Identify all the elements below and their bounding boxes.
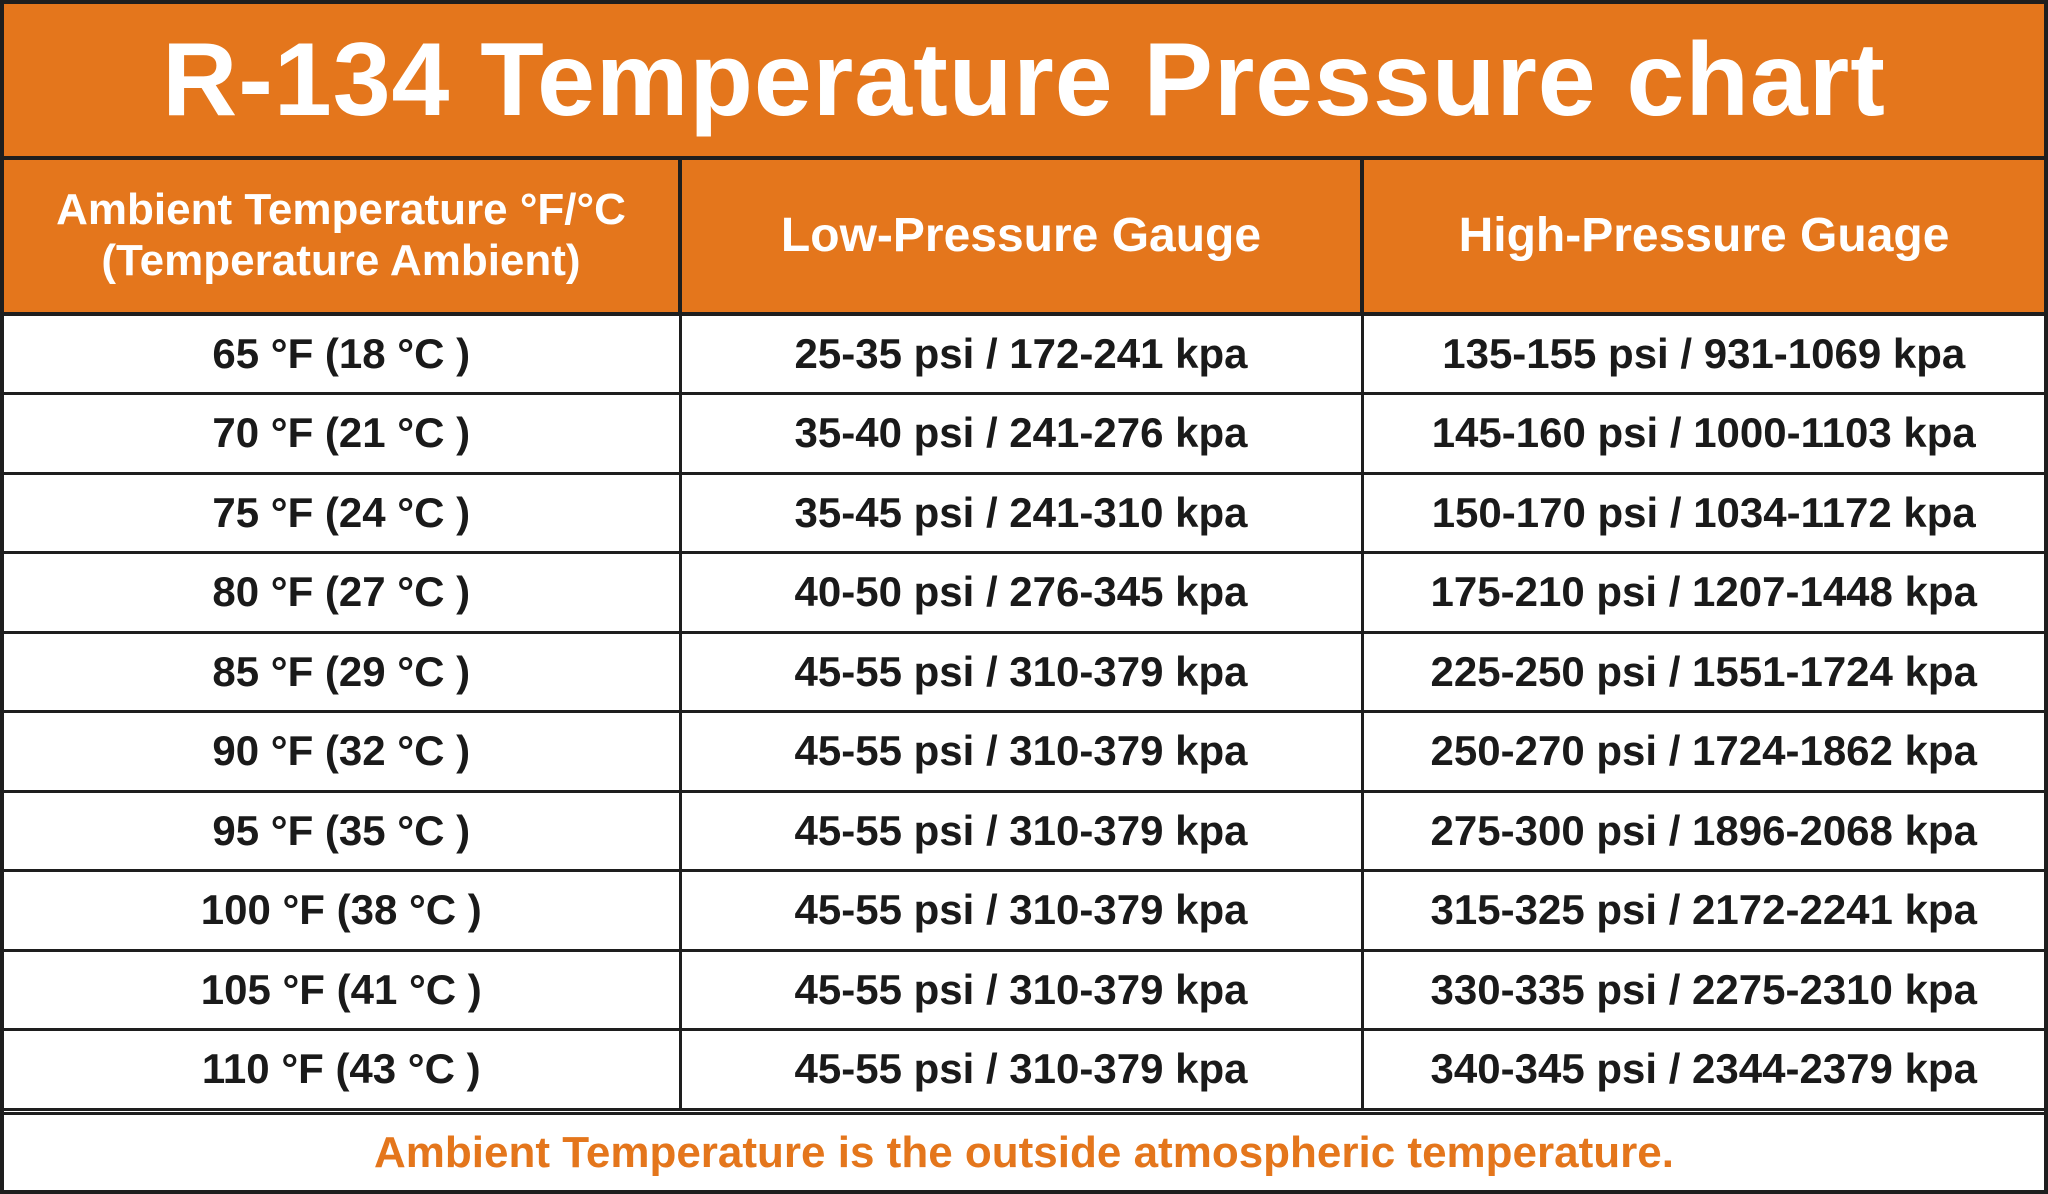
low-pressure-cell: 35-45 psi / 241-310 kpa (678, 471, 1364, 554)
low-pressure-cell: 40-50 psi / 276-345 kpa (678, 551, 1364, 634)
high-pressure-cell: 175-210 psi / 1207-1448 kpa (1360, 551, 2044, 634)
ambient-cell: 100 °F (38 °C ) (4, 869, 682, 952)
table-row: 65 °F (18 °C ) 25-35 psi / 172-241 kpa 135… (4, 312, 2044, 395)
high-pressure-cell: 340-345 psi / 2344-2379 kpa (1360, 1028, 2044, 1111)
table-row: 95 °F (35 °C ) 45-55 psi / 310-379 kpa 275… (4, 789, 2044, 872)
ambient-header-line2: (Temperature Ambient) (101, 236, 581, 285)
table-row: 85 °F (29 °C ) 45-55 psi / 310-379 kpa 225… (4, 630, 2044, 713)
low-pressure-cell: 45-55 psi / 310-379 kpa (678, 789, 1364, 872)
high-pressure-cell: 225-250 psi / 1551-1724 kpa (1360, 630, 2044, 713)
footer-note: Ambient Temperature is the outside atmos… (4, 1112, 2044, 1190)
low-pressure-header: Low-Pressure Gauge (678, 160, 1364, 316)
table-row: 100 °F (38 °C ) 45-55 psi / 310-379 kpa 31… (4, 869, 2044, 952)
ambient-cell: 85 °F (29 °C ) (4, 630, 682, 713)
ambient-cell: 75 °F (24 °C ) (4, 471, 682, 554)
table-row: 70 °F (21 °C ) 35-40 psi / 241-276 kpa 145… (4, 392, 2044, 475)
ambient-temperature-header: Ambient Temperature °F/°C (Temperature A… (4, 160, 682, 316)
page-title: R-134 Temperature Pressure chart (162, 21, 1886, 138)
ambient-cell: 105 °F (41 °C ) (4, 948, 682, 1031)
table-row: 80 °F (27 °C ) 40-50 psi / 276-345 kpa 175… (4, 551, 2044, 634)
high-pressure-cell: 250-270 psi / 1724-1862 kpa (1360, 710, 2044, 793)
ambient-header-line1: Ambient Temperature °F/°C (56, 185, 626, 235)
ambient-cell: 65 °F (18 °C ) (4, 312, 682, 395)
low-pressure-cell: 45-55 psi / 310-379 kpa (678, 710, 1364, 793)
low-pressure-cell: 45-55 psi / 310-379 kpa (678, 630, 1364, 713)
high-pressure-cell: 315-325 psi / 2172-2241 kpa (1360, 869, 2044, 952)
high-pressure-cell: 135-155 psi / 931-1069 kpa (1360, 312, 2044, 395)
low-pressure-cell: 35-40 psi / 241-276 kpa (678, 392, 1364, 475)
header-row: Ambient Temperature °F/°C (Temperature A… (4, 160, 2044, 316)
low-pressure-cell: 45-55 psi / 310-379 kpa (678, 1028, 1364, 1111)
table-row: 75 °F (24 °C ) 35-45 psi / 241-310 kpa 150… (4, 471, 2044, 554)
ambient-cell: 90 °F (32 °C ) (4, 710, 682, 793)
ambient-cell: 70 °F (21 °C ) (4, 392, 682, 475)
high-pressure-cell: 330-335 psi / 2275-2310 kpa (1360, 948, 2044, 1031)
table-row: 105 °F (41 °C ) 45-55 psi / 310-379 kpa 33… (4, 948, 2044, 1031)
pressure-table: Ambient Temperature °F/°C (Temperature A… (4, 160, 2044, 1111)
table-row: 110 °F (43 °C ) 45-55 psi / 310-379 kpa 34… (4, 1028, 2044, 1111)
high-pressure-header: High-Pressure Guage (1360, 160, 2044, 316)
high-pressure-cell: 150-170 psi / 1034-1172 kpa (1360, 471, 2044, 554)
high-pressure-cell: 275-300 psi / 1896-2068 kpa (1360, 789, 2044, 872)
ambient-cell: 95 °F (35 °C ) (4, 789, 682, 872)
ambient-cell: 80 °F (27 °C ) (4, 551, 682, 634)
high-pressure-cell: 145-160 psi / 1000-1103 kpa (1360, 392, 2044, 475)
low-pressure-cell: 45-55 psi / 310-379 kpa (678, 948, 1364, 1031)
low-pressure-cell: 25-35 psi / 172-241 kpa (678, 312, 1364, 395)
low-pressure-cell: 45-55 psi / 310-379 kpa (678, 869, 1364, 952)
table-row: 90 °F (32 °C ) 45-55 psi / 310-379 kpa 250… (4, 710, 2044, 793)
ambient-cell: 110 °F (43 °C ) (4, 1028, 682, 1111)
title-bar: R-134 Temperature Pressure chart (4, 4, 2044, 160)
